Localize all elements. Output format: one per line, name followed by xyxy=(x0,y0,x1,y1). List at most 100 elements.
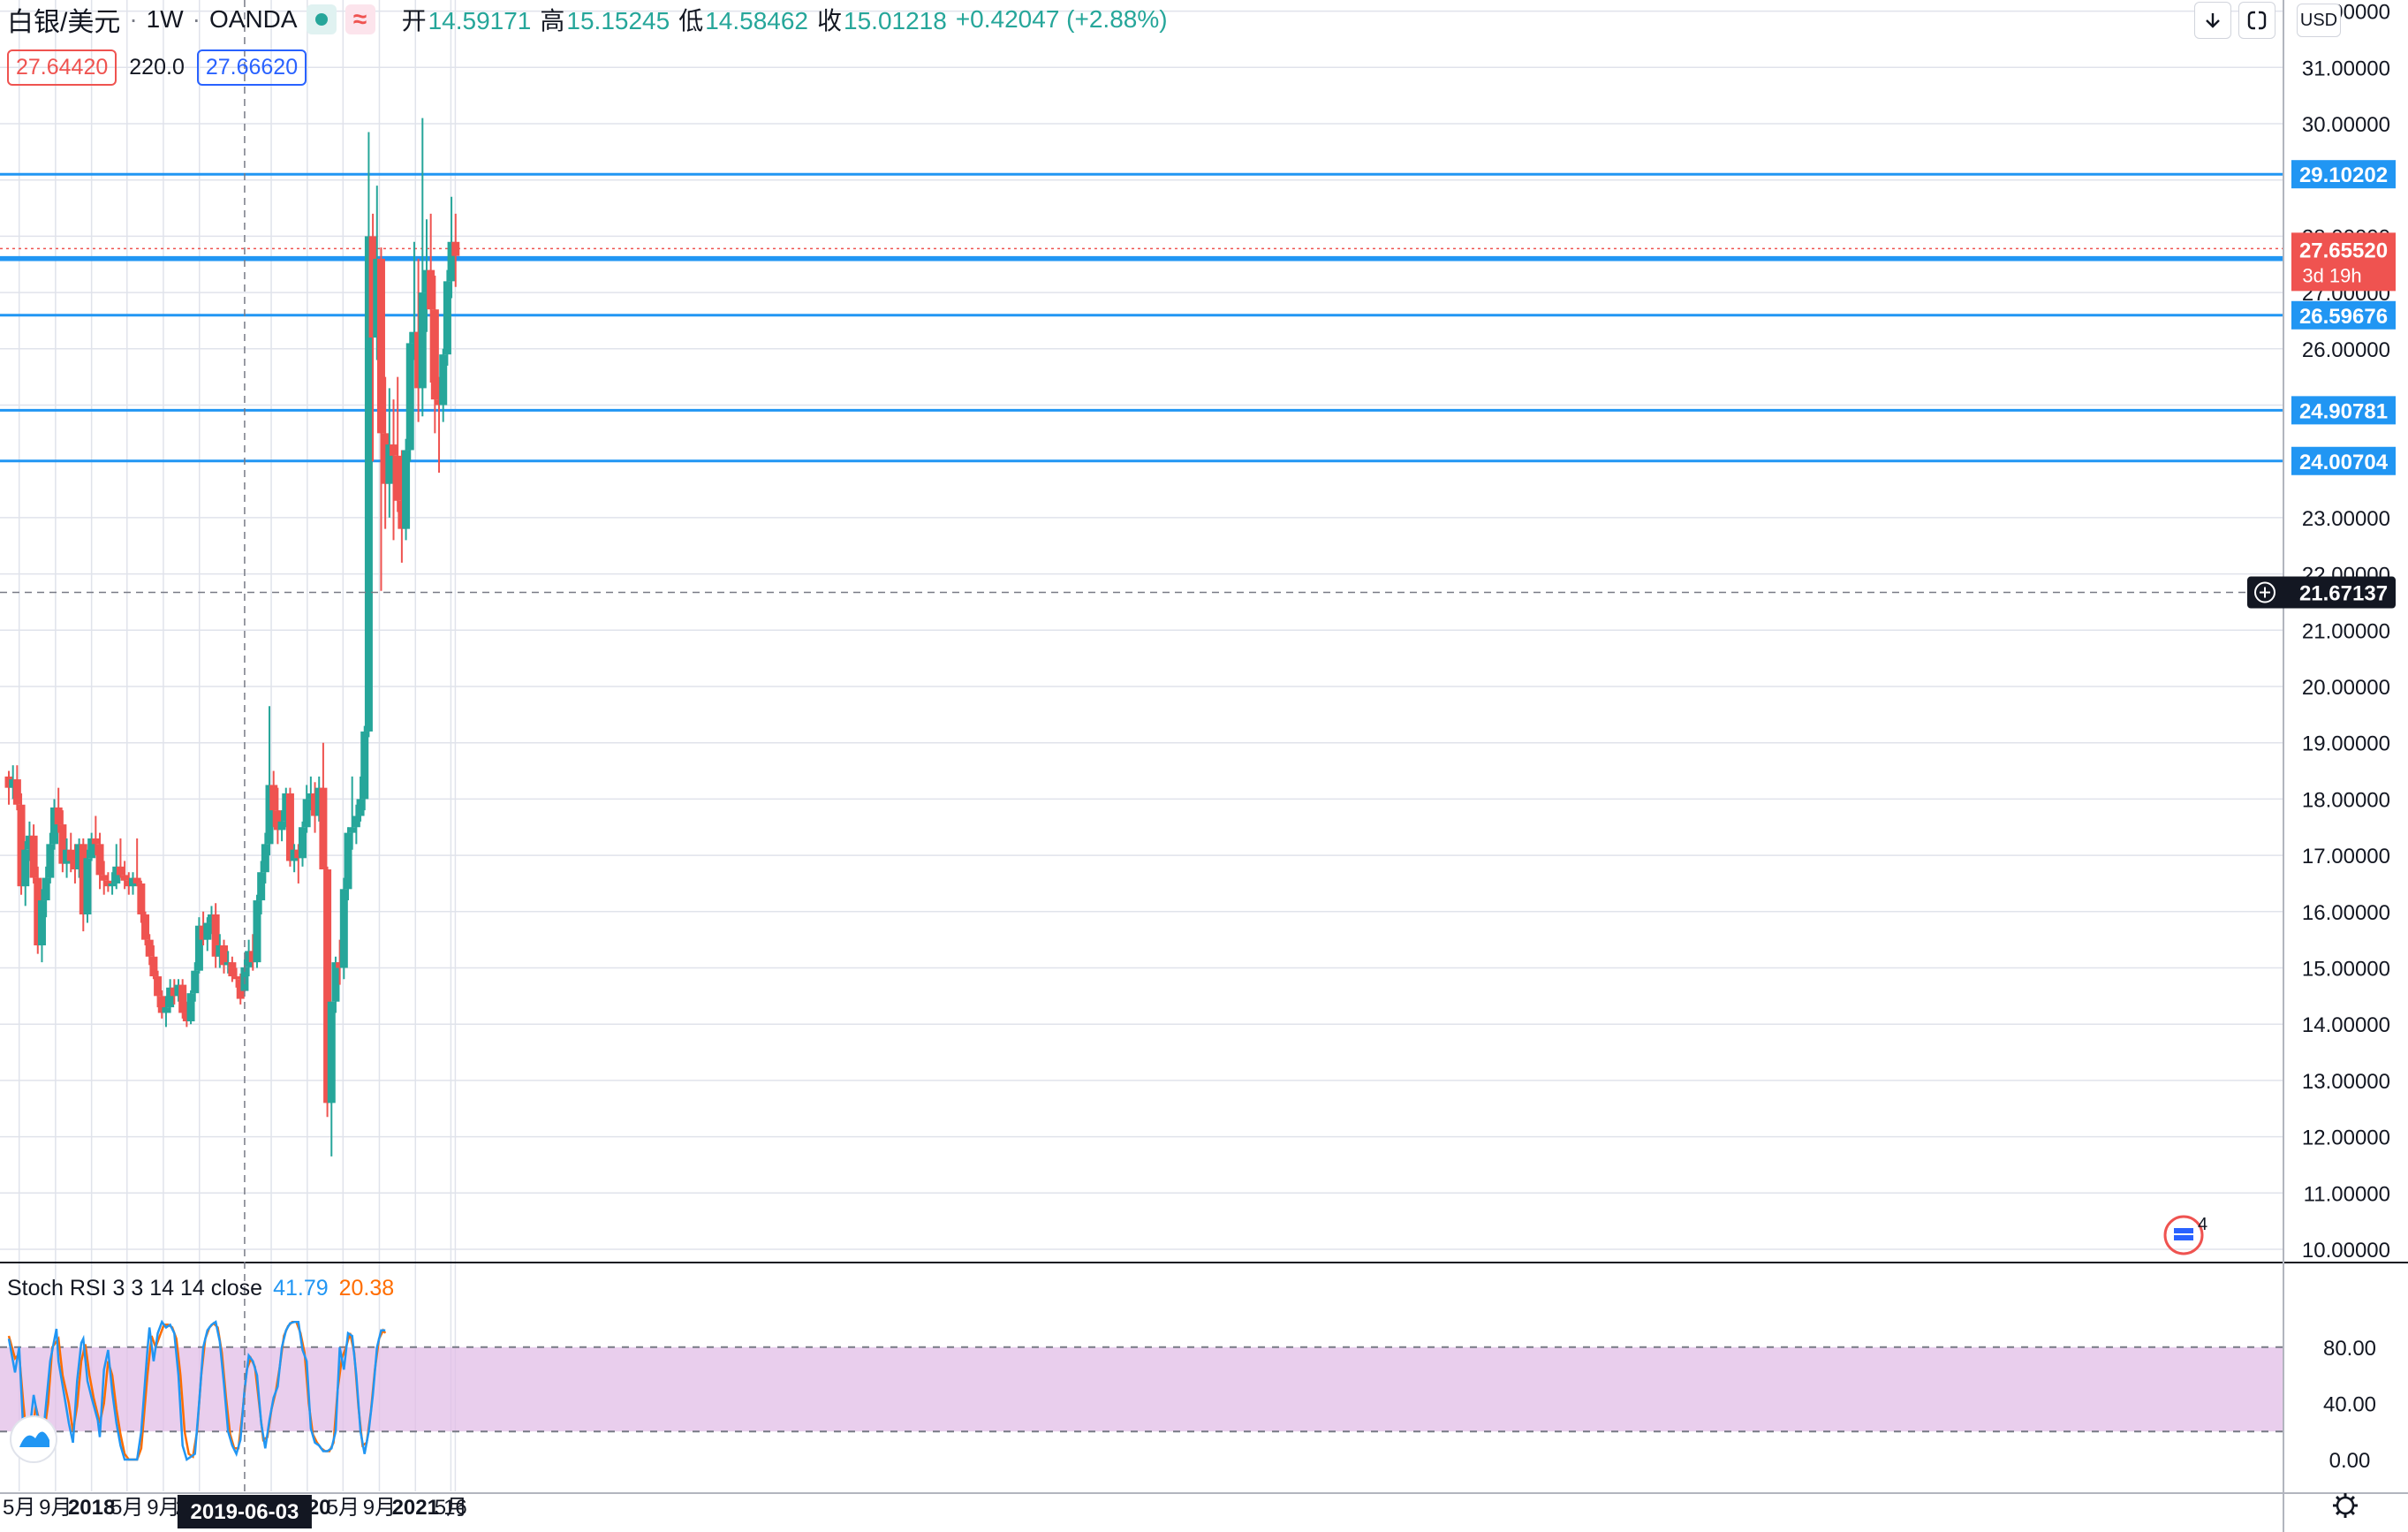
candle-body xyxy=(58,824,67,864)
crosshair-price-tag xyxy=(2247,576,2396,609)
candle-body xyxy=(402,450,411,529)
price-tick-label: 21.00000 xyxy=(2302,619,2390,643)
candle-body xyxy=(298,827,307,859)
symbol-legend: 白银/美元 · 1W · OANDA ≈ 开14.59171 高15.15245… xyxy=(7,4,1168,37)
add-alert-icon xyxy=(2254,581,2275,603)
candle-body xyxy=(128,877,137,887)
currency-button[interactable]: USD xyxy=(2297,4,2341,37)
sell-button[interactable]: 27.64420 xyxy=(7,49,117,86)
indicator-name[interactable]: Stoch RSI 3 3 14 14 close xyxy=(7,1276,263,1301)
candle-body xyxy=(186,993,195,1022)
download-button[interactable] xyxy=(2194,2,2231,39)
time-tick-label: 2021 xyxy=(392,1496,439,1520)
tradingview-logo-icon xyxy=(10,1415,57,1463)
candle-body xyxy=(75,844,84,870)
candle-body xyxy=(223,962,232,966)
candle-body xyxy=(393,455,402,501)
open-label: 开 xyxy=(401,7,427,34)
high-value: 15.15245 xyxy=(566,7,670,34)
crosshair-date-tag xyxy=(177,1495,312,1528)
candle-body xyxy=(154,976,163,997)
indicator-legend: Stoch RSI 3 3 14 14 close 41.79 20.38 xyxy=(7,1276,394,1301)
price-tick-label: 20.00000 xyxy=(2302,676,2390,700)
price-tick-label: 11.00000 xyxy=(2304,1182,2390,1206)
candle-body xyxy=(356,799,365,816)
candle-body xyxy=(381,433,390,484)
candle-body xyxy=(311,793,320,816)
candle-body xyxy=(265,785,274,845)
buy-button[interactable]: 27.66620 xyxy=(196,49,307,86)
wave-icon[interactable]: ≈ xyxy=(345,4,375,34)
time-tick-label: 2018 xyxy=(68,1496,115,1520)
candle-body xyxy=(157,996,166,1013)
stoch-k-line xyxy=(7,1319,386,1461)
candle-body xyxy=(170,987,178,997)
candle-body xyxy=(83,858,92,914)
high-label: 高 xyxy=(540,7,565,34)
economic-event-icon xyxy=(2163,1215,2204,1255)
candle-body xyxy=(307,793,315,800)
countdown-label: 3d 19h xyxy=(2302,264,2361,286)
candle-body xyxy=(63,849,72,864)
price-tick-label: 31.00000 xyxy=(2302,57,2390,80)
indicator-tick-label: 80.00 xyxy=(2323,1337,2376,1361)
market-status-icon[interactable] xyxy=(306,4,337,34)
stoch-rsi-band xyxy=(0,1346,2283,1432)
trade-panel: 27.64420 220.0 27.66620 xyxy=(7,49,307,86)
indicator-tick-label: 0.00 xyxy=(2329,1449,2371,1473)
candle-body xyxy=(323,869,332,1103)
level-price-tag xyxy=(2291,396,2396,425)
candle-body xyxy=(42,877,50,901)
candle-body xyxy=(54,807,63,825)
fullscreen-button[interactable] xyxy=(2238,2,2275,39)
candle-body xyxy=(248,951,257,963)
candle-body xyxy=(29,835,38,878)
candle-body xyxy=(257,872,266,901)
candle-body xyxy=(414,331,423,389)
candle-body xyxy=(228,962,237,977)
candle-body xyxy=(273,810,282,830)
candle-body xyxy=(398,500,406,529)
level-price-label: 26.59676 xyxy=(2299,305,2388,329)
symbol-name[interactable]: 白银/美元 xyxy=(7,8,121,37)
level-price-tag xyxy=(2291,446,2396,475)
time-tick-label: 5月 xyxy=(3,1496,35,1520)
candle-body xyxy=(373,258,382,338)
spread-value: 220.0 xyxy=(129,55,185,80)
time-axis[interactable]: 5月9月20185月9月20199月20205月9月20215月162019-0… xyxy=(3,1493,2358,1528)
level-price-label: 24.90781 xyxy=(2299,399,2388,423)
candle-body xyxy=(427,269,435,310)
candle-body xyxy=(277,821,286,830)
candle-body xyxy=(4,776,13,788)
candle-body xyxy=(314,787,323,816)
candle-body xyxy=(194,925,203,971)
candle-body xyxy=(364,236,373,732)
candle-body xyxy=(103,880,112,887)
candle-body xyxy=(207,914,216,923)
close-label: 收 xyxy=(817,7,843,34)
candle-body xyxy=(435,399,443,406)
candle-body xyxy=(336,962,345,968)
candle-body xyxy=(290,849,299,861)
candle-body xyxy=(149,956,158,977)
candle-body xyxy=(339,889,348,968)
candle-body xyxy=(319,787,328,870)
price-axis[interactable]: 10.00000 11.00000 12.00000 13.00000 14.00000… xyxy=(2247,1,2396,1473)
misc-markers: 4 xyxy=(10,1215,2207,1463)
economic-event-icon: 4 xyxy=(2163,1215,2207,1255)
candle-body xyxy=(95,844,104,876)
price-tick-label: 12.00000 xyxy=(2302,1126,2390,1150)
separator-dot: · xyxy=(129,5,138,33)
level-price-tag xyxy=(2291,160,2396,189)
candle-body xyxy=(376,258,385,434)
fullscreen-icon xyxy=(2247,11,2267,30)
indicator-tick-label: 40.00 xyxy=(2323,1392,2376,1416)
open-value: 14.59171 xyxy=(428,7,532,34)
change-value: +0.42047 (+2.88%) xyxy=(955,5,1168,33)
candle-body xyxy=(439,354,448,406)
interval-label[interactable]: 1W xyxy=(146,5,184,33)
candle-body xyxy=(443,281,451,355)
candle-body xyxy=(390,444,398,456)
